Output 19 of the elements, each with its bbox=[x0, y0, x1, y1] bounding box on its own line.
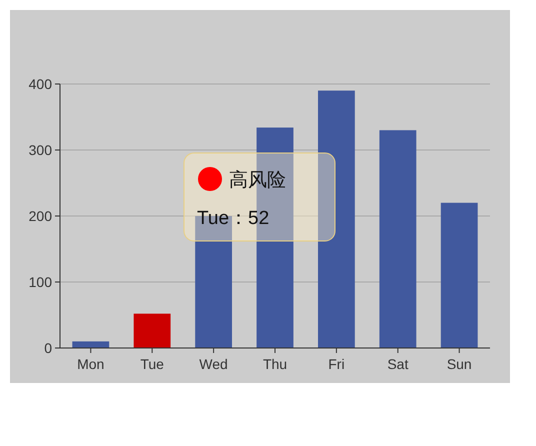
x-tick-label: Thu bbox=[262, 356, 288, 372]
y-tick-label: 200 bbox=[28, 208, 52, 224]
y-tick-label: 0 bbox=[44, 340, 52, 356]
annotation: 高风险 bbox=[229, 169, 286, 191]
x-tick-label: Mon bbox=[77, 356, 104, 372]
bar bbox=[134, 314, 171, 348]
x-tick-label: Fri bbox=[328, 356, 345, 372]
y-tick-label: 400 bbox=[28, 76, 52, 92]
x-tick-label: Wed bbox=[199, 356, 228, 372]
y-tick-label: 100 bbox=[28, 274, 52, 290]
bar bbox=[318, 90, 355, 348]
y-tick-label: 300 bbox=[28, 142, 52, 158]
bar bbox=[72, 341, 110, 348]
bar bbox=[379, 130, 416, 348]
x-tick-label: Sun bbox=[446, 356, 472, 372]
annotation: Tue：52 bbox=[197, 208, 270, 229]
x-tick-label: Tue bbox=[140, 356, 164, 372]
x-tick-label: Sat bbox=[387, 356, 408, 372]
bar bbox=[440, 202, 478, 348]
